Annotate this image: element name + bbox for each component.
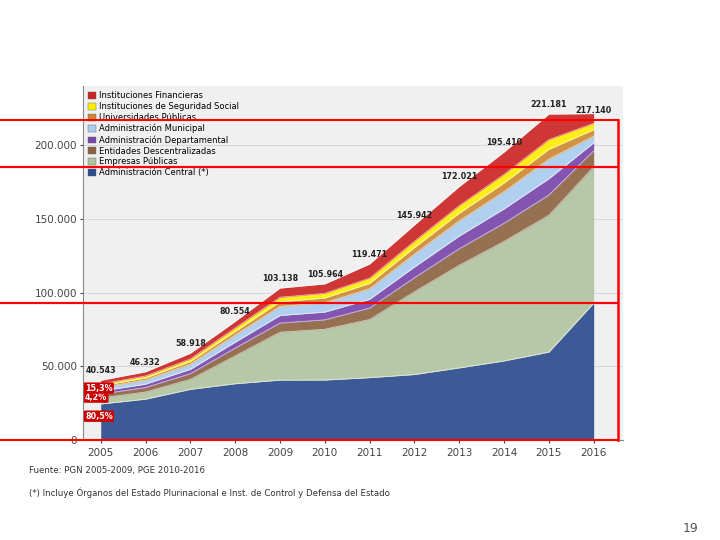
- Text: 103.138: 103.138: [262, 274, 298, 283]
- Text: 40.543: 40.543: [86, 366, 116, 375]
- Text: 119.471: 119.471: [351, 250, 387, 259]
- Text: 145.942: 145.942: [396, 211, 433, 220]
- Text: 195.410: 195.410: [486, 138, 522, 147]
- Text: 80,5%: 80,5%: [85, 411, 113, 421]
- Text: PRESUPUESTO CONSOLIDADO DE RECURSOS, 2005-2016: PRESUPUESTO CONSOLIDADO DE RECURSOS, 200…: [84, 15, 636, 32]
- Legend: Instituciones Financieras, Instituciones de Seguridad Social, Universidades Públ: Instituciones Financieras, Instituciones…: [87, 91, 240, 178]
- Text: 19: 19: [683, 522, 698, 535]
- Text: 172.021: 172.021: [441, 172, 477, 181]
- Text: 217.140: 217.140: [575, 106, 612, 115]
- Text: 221.181: 221.181: [531, 100, 567, 109]
- Text: 46.332: 46.332: [130, 357, 161, 367]
- Text: 58.918: 58.918: [175, 339, 206, 348]
- Text: (En Millones de Bolivianos y Porcentajes): (En Millones de Bolivianos y Porcentajes…: [239, 55, 481, 68]
- Text: 15,3%: 15,3%: [85, 383, 112, 393]
- Text: 4,2%: 4,2%: [85, 393, 107, 402]
- Text: (*) Incluye Órganos del Estado Plurinacional e Inst. de Control y Defensa del Es: (*) Incluye Órganos del Estado Plurinaci…: [29, 487, 390, 498]
- Text: Fuente: PGN 2005-2009, PGE 2010-2016: Fuente: PGN 2005-2009, PGE 2010-2016: [29, 465, 204, 475]
- Text: 80.554: 80.554: [220, 307, 251, 316]
- Text: 105.964: 105.964: [307, 270, 343, 279]
